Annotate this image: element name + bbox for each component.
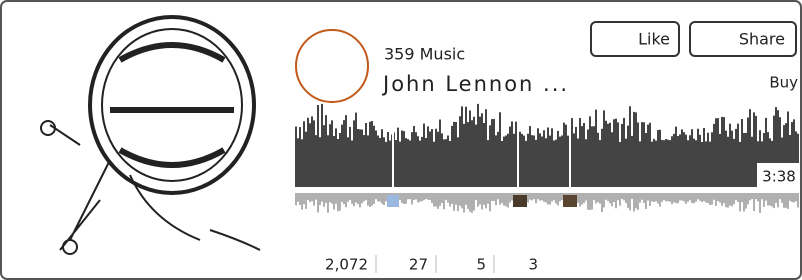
- player: 359 Music John Lennon ... Like Share Buy…: [0, 0, 802, 280]
- buy-link[interactable]: Buy: [769, 74, 798, 92]
- stat-count: 5: [476, 256, 486, 274]
- artist-name[interactable]: 359 Music: [384, 45, 465, 64]
- stat-count: 3: [528, 256, 538, 274]
- avatar[interactable]: [296, 30, 368, 102]
- like-label: Like: [638, 30, 670, 49]
- duration: 3:38: [762, 168, 796, 186]
- stat-count: 2,072: [325, 256, 368, 274]
- share-label: Share: [739, 30, 785, 49]
- share-button[interactable]: Share: [690, 22, 796, 56]
- stat-count: 27: [409, 256, 428, 274]
- track-title[interactable]: John Lennon ...: [381, 72, 569, 96]
- like-button[interactable]: Like: [591, 22, 679, 56]
